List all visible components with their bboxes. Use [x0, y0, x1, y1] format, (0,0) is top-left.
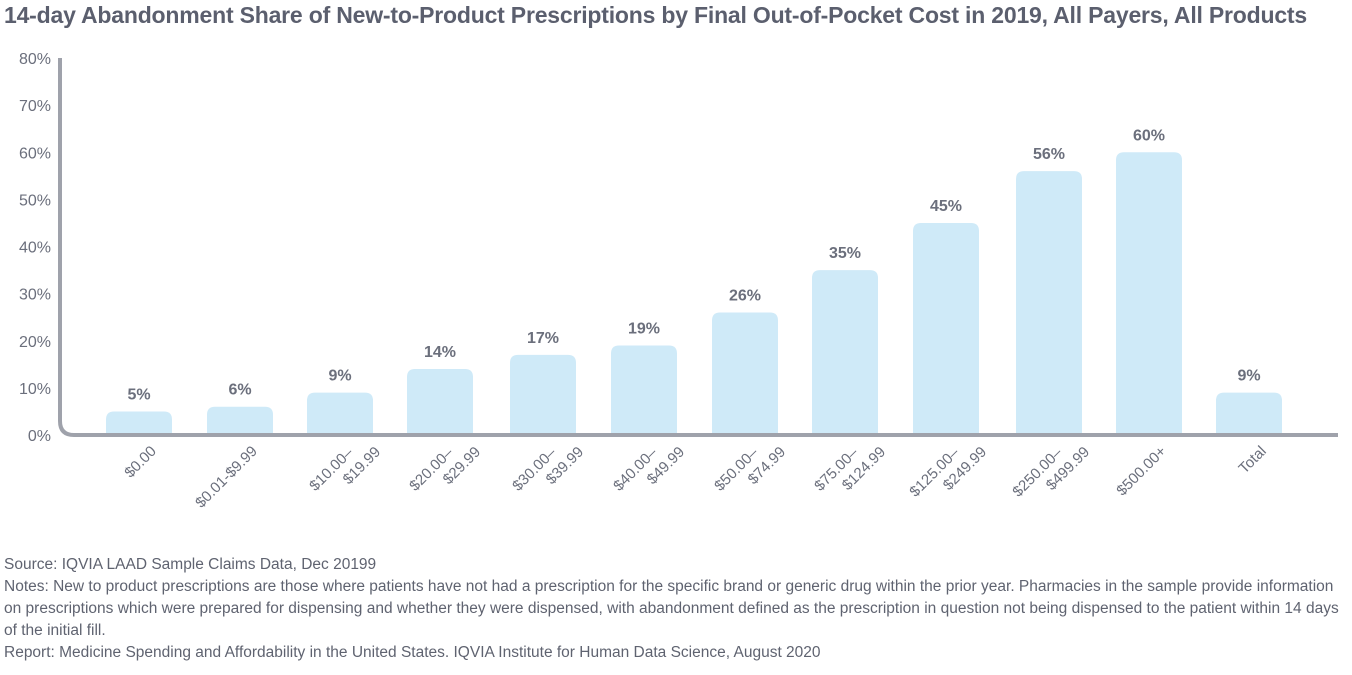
bar: [611, 345, 677, 435]
data-label: 56%: [1033, 146, 1065, 163]
svg-text:$250.00–$499.99: $250.00–$499.99: [1009, 430, 1093, 514]
y-tick-label: 70%: [19, 98, 51, 115]
bar: [812, 270, 878, 435]
svg-text:$0.00: $0.00: [121, 443, 160, 482]
bar: [510, 354, 576, 435]
svg-text:$10.00–$19.99: $10.00–$19.99: [306, 430, 384, 508]
x-tick-label: $75.00–$124.99: [811, 430, 889, 508]
x-tick-label: $250.00–$499.99: [1009, 430, 1093, 514]
y-tick-label: 30%: [19, 287, 51, 304]
bar: [307, 392, 373, 435]
data-label: 60%: [1133, 127, 1165, 144]
data-label: 9%: [328, 368, 351, 385]
bar: [207, 406, 273, 435]
x-tick-label: $10.00–$19.99: [306, 430, 384, 508]
bar: [1116, 152, 1182, 435]
data-label: 35%: [829, 245, 861, 262]
bar: [1016, 171, 1082, 435]
x-tick-label: $0.01-$9.99: [192, 443, 261, 512]
svg-text:$50.00–$74.99: $50.00–$74.99: [711, 430, 789, 508]
data-label: 9%: [1237, 368, 1260, 385]
bar: [712, 312, 778, 435]
x-tick-label: Total: [1235, 443, 1269, 477]
y-axis-ticks: 0% 10% 20% 30% 40% 50% 60% 70% 80%: [19, 51, 51, 445]
data-label: 19%: [628, 320, 660, 337]
x-tick-label: $20.00–$29.99: [406, 430, 484, 508]
x-tick-label: $30.00–$39.99: [509, 430, 587, 508]
y-tick-label: 10%: [19, 381, 51, 398]
data-label: 5%: [127, 386, 150, 403]
source-text: Source: IQVIA LAAD Sample Claims Data, D…: [4, 556, 377, 573]
svg-text:$75.00–$124.99: $75.00–$124.99: [811, 430, 889, 508]
chart-title: 14-day Abandonment Share of New-to-Produ…: [4, 2, 1307, 28]
bar-chart: 0% 10% 20% 30% 40% 50% 60% 70% 80% 5% 6% 9% 14% 17% 1…: [19, 51, 1338, 514]
bar: [407, 369, 473, 435]
x-tick-label: $500.00+: [1113, 443, 1170, 500]
svg-text:$0.01-$9.99: $0.01-$9.99: [192, 443, 261, 512]
svg-text:$125.00–$249.99: $125.00–$249.99: [906, 430, 990, 514]
axis-line: [58, 58, 1338, 437]
data-label: 14%: [424, 344, 456, 361]
y-tick-label: 40%: [19, 240, 51, 257]
x-tick-label: $50.00–$74.99: [711, 430, 789, 508]
x-tick-label: $125.00–$249.99: [906, 430, 990, 514]
category-labels: $0.00 $0.01-$9.99 $10.00–$19.99 $20.00–$29.…: [121, 430, 1270, 514]
bar: [106, 411, 172, 435]
footer-notes: Source: IQVIA LAAD Sample Claims Data, D…: [4, 554, 1348, 664]
value-labels: 5% 6% 9% 14% 17% 19% 26% 35% 45% 56% 60% 9%: [127, 127, 1260, 403]
y-tick-label: 20%: [19, 334, 51, 351]
y-tick-label: 50%: [19, 192, 51, 209]
data-label: 6%: [228, 382, 251, 399]
notes-text: Notes: New to product prescriptions are …: [4, 578, 1339, 639]
data-label: 26%: [729, 287, 761, 304]
svg-text:$40.00–$49.99: $40.00–$49.99: [610, 430, 688, 508]
y-tick-label: 0%: [28, 428, 51, 445]
data-label: 17%: [527, 330, 559, 347]
bars: [106, 152, 1282, 435]
x-tick-label: $0.00: [121, 443, 160, 482]
report-text: Report: Medicine Spending and Affordabil…: [4, 644, 821, 661]
bar: [1216, 392, 1282, 435]
svg-text:$500.00+: $500.00+: [1113, 443, 1170, 500]
svg-text:Total: Total: [1235, 443, 1269, 477]
bar: [913, 222, 979, 435]
x-tick-label: $40.00–$49.99: [610, 430, 688, 508]
svg-text:$30.00–$39.99: $30.00–$39.99: [509, 430, 587, 508]
data-label: 45%: [930, 198, 962, 215]
y-tick-label: 60%: [19, 145, 51, 162]
y-tick-label: 80%: [19, 51, 51, 68]
svg-text:$20.00–$29.99: $20.00–$29.99: [406, 430, 484, 508]
